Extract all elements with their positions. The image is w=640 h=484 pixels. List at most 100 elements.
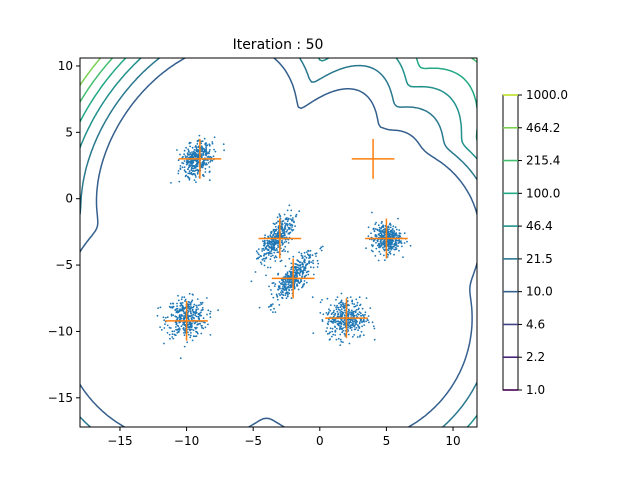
data-point: [280, 291, 282, 294]
data-point: [199, 314, 201, 317]
data-point: [335, 308, 338, 311]
data-point: [184, 300, 186, 302]
data-point: [305, 274, 308, 277]
data-point: [389, 251, 391, 253]
data-point: [278, 293, 280, 295]
data-point: [342, 320, 345, 323]
data-point: [183, 160, 186, 162]
data-point: [184, 307, 187, 310]
data-point: [278, 281, 281, 283]
data-point: [288, 232, 291, 235]
data-point: [277, 220, 279, 223]
data-point: [371, 211, 373, 214]
data-point: [340, 340, 343, 343]
data-point: [367, 315, 370, 317]
data-point: [372, 325, 375, 328]
data-point: [278, 213, 281, 216]
data-point: [205, 148, 208, 150]
data-point: [387, 247, 390, 250]
data-point: [300, 279, 302, 282]
data-point: [316, 266, 319, 268]
data-point: [376, 239, 379, 242]
data-point: [321, 245, 324, 248]
data-point: [177, 170, 180, 172]
data-point: [310, 266, 312, 269]
data-point: [267, 254, 270, 256]
data-point: [354, 319, 357, 322]
data-point: [203, 137, 206, 140]
data-point: [223, 149, 226, 152]
data-point: [195, 308, 198, 311]
data-point: [261, 250, 263, 252]
data-point: [187, 333, 190, 336]
data-point: [400, 242, 403, 245]
data-point: [181, 305, 184, 308]
data-point: [201, 307, 204, 309]
data-point: [346, 328, 349, 331]
data-point: [337, 313, 339, 316]
data-point: [286, 295, 289, 297]
data-point: [349, 327, 352, 329]
data-point: [328, 308, 330, 311]
data-point: [337, 315, 339, 318]
data-point: [330, 313, 333, 315]
data-point: [175, 328, 178, 331]
data-point: [217, 309, 220, 312]
data-point: [341, 311, 344, 313]
data-point: [353, 314, 356, 317]
data-point: [288, 289, 291, 292]
data-point: [189, 145, 192, 148]
data-point: [284, 265, 287, 268]
data-point: [348, 322, 350, 325]
data-point: [303, 251, 306, 254]
data-point: [195, 304, 198, 307]
data-point: [187, 323, 190, 326]
data-point: [394, 226, 397, 229]
data-point: [325, 312, 328, 314]
data-point: [285, 223, 287, 226]
data-point: [169, 306, 172, 309]
data-point: [305, 264, 308, 266]
data-point: [289, 224, 292, 227]
data-point: [188, 156, 190, 159]
data-point: [301, 257, 304, 259]
data-point: [295, 263, 298, 266]
data-point: [191, 339, 194, 342]
data-point: [284, 273, 287, 276]
data-point: [176, 307, 179, 310]
data-point: [376, 229, 379, 232]
data-point: [291, 229, 294, 232]
data-point: [260, 263, 263, 265]
data-point: [382, 226, 385, 229]
data-point: [289, 284, 292, 286]
y-tick-label: −5: [55, 258, 73, 272]
data-point: [359, 318, 362, 321]
data-point: [159, 326, 162, 328]
data-point: [372, 240, 375, 243]
data-point: [380, 232, 382, 235]
data-point: [288, 292, 291, 295]
data-point: [305, 281, 308, 284]
data-point: [340, 323, 343, 326]
data-point: [295, 215, 297, 218]
data-point: [198, 318, 201, 321]
data-point: [360, 330, 363, 333]
colorbar-tick-label: 10.0: [526, 285, 553, 299]
data-point: [188, 160, 191, 163]
data-point: [205, 154, 208, 157]
data-point: [364, 313, 366, 316]
data-point: [222, 143, 225, 146]
data-point: [179, 314, 181, 316]
data-point: [269, 258, 272, 260]
data-point: [389, 252, 392, 255]
data-point: [205, 162, 208, 165]
data-point: [359, 312, 362, 315]
data-point: [192, 335, 195, 338]
data-point: [291, 282, 293, 284]
data-point: [370, 232, 372, 235]
data-point: [208, 171, 211, 174]
data-point: [268, 285, 270, 288]
data-point: [294, 225, 296, 228]
data-point: [209, 160, 212, 163]
data-point: [205, 142, 208, 145]
